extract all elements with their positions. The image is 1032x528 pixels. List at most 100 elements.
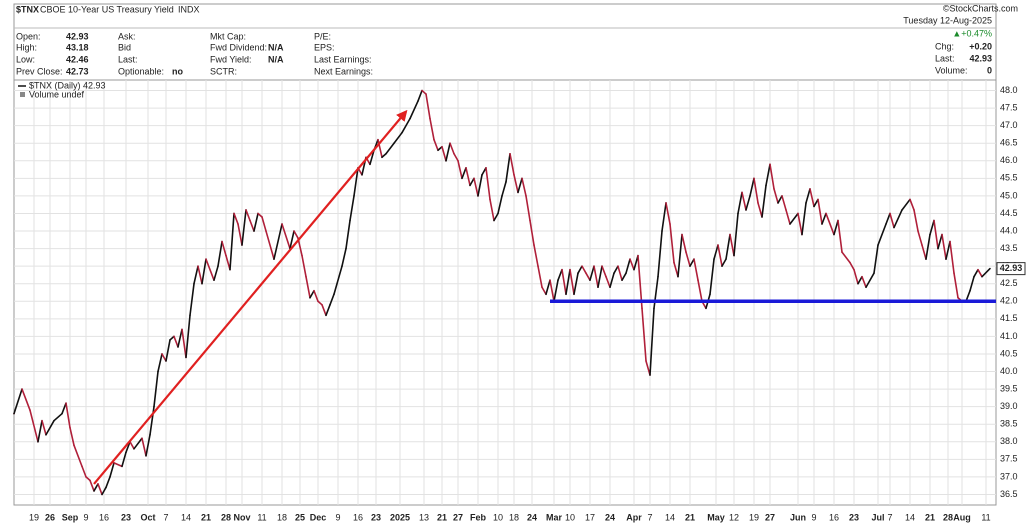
x-tick-label: 18 <box>509 512 519 522</box>
x-tick-label: 17 <box>585 512 595 522</box>
x-tick-label: 7 <box>887 512 892 522</box>
line-segment <box>309 289 315 299</box>
field-value: 43.18 <box>66 42 89 52</box>
line-segment <box>821 212 827 225</box>
line-segment <box>489 198 495 222</box>
line-segment <box>725 233 731 260</box>
line-segment <box>493 212 499 222</box>
line-segment <box>81 465 87 478</box>
line-segment <box>637 254 643 310</box>
line-segment <box>505 152 511 183</box>
line-segment <box>229 212 235 271</box>
line-segment <box>121 451 127 468</box>
line-segment <box>981 267 991 278</box>
line-segment <box>13 388 23 415</box>
line-segment <box>393 131 403 145</box>
line-segment <box>417 89 423 102</box>
field-label: Fwd Yield: <box>210 54 252 64</box>
line-segment <box>313 289 319 303</box>
line-segment <box>457 159 463 180</box>
line-segment <box>329 293 335 306</box>
legend-entry: Volume undef <box>29 89 85 99</box>
x-tick-label: 16 <box>829 512 839 522</box>
y-tick-label: 41.0 <box>1000 331 1018 341</box>
x-tick-label: 13 <box>419 512 429 522</box>
y-tick-label: 46.0 <box>1000 155 1018 165</box>
y-tick-label: 42.5 <box>1000 278 1018 288</box>
line-segment <box>941 233 947 260</box>
line-segment <box>125 440 131 454</box>
line-segment <box>205 258 215 282</box>
line-segment <box>381 152 387 159</box>
field-value: N/A <box>268 54 284 64</box>
x-tick-label: Mar <box>546 512 563 522</box>
line-segment <box>261 216 267 232</box>
line-segment <box>385 142 395 155</box>
y-tick-label: 39.0 <box>1000 401 1018 411</box>
line-segment <box>305 275 311 299</box>
line-segment <box>257 212 263 218</box>
line-segment <box>909 198 915 211</box>
line-segment <box>321 303 327 317</box>
line-segment <box>641 307 647 362</box>
x-tick-label: 12 <box>729 512 739 522</box>
line-segment <box>465 167 471 187</box>
security-name: CBOE 10-Year US Treasury Yield <box>40 4 174 14</box>
x-tick-label: Aug <box>953 512 971 522</box>
line-segment <box>317 300 323 306</box>
line-segment <box>953 272 959 299</box>
x-tick-label: 11 <box>981 512 990 522</box>
line-segment <box>873 244 879 274</box>
line-segment <box>661 202 667 232</box>
y-tick-label: 38.0 <box>1000 436 1018 446</box>
line-segment <box>917 230 923 246</box>
field-label: Prev Close: <box>16 66 63 76</box>
line-segment <box>293 230 299 239</box>
line-segment <box>757 202 763 218</box>
line-segment <box>197 265 203 285</box>
line-segment <box>809 188 815 208</box>
line-segment <box>617 265 623 282</box>
line-segment <box>173 335 179 348</box>
line-segment <box>849 261 855 271</box>
line-segment <box>597 265 603 289</box>
line-segment <box>325 303 331 317</box>
x-tick-label: 19 <box>29 512 39 522</box>
line-segment <box>613 265 619 274</box>
line-segment <box>645 360 651 376</box>
x-tick-label: 23 <box>849 512 859 522</box>
x-tick-label: 14 <box>665 512 675 522</box>
line-segment <box>545 279 551 296</box>
line-segment <box>541 286 547 296</box>
frame <box>13 3 997 506</box>
stat-value: +0.20 <box>969 41 992 51</box>
line-segment <box>253 212 259 232</box>
line-segment <box>501 181 507 197</box>
legend-swatch <box>20 92 25 97</box>
x-tick-label: 25 <box>295 512 305 522</box>
line-segment <box>573 272 579 296</box>
line-segment <box>805 188 811 204</box>
field-label: Ask: <box>118 31 136 41</box>
line-segment <box>865 272 875 289</box>
line-segment <box>937 233 943 250</box>
line-segment <box>925 233 931 260</box>
field-label: Low: <box>16 54 35 64</box>
y-tick-label: 44.0 <box>1000 225 1018 235</box>
line-segment <box>773 188 779 204</box>
line-segment <box>445 142 451 162</box>
line-segment <box>53 412 63 422</box>
line-segment <box>301 254 307 278</box>
line-segment <box>837 219 843 253</box>
x-tick-label: 21 <box>925 512 935 522</box>
line-segment <box>169 335 175 341</box>
field-label: Open: <box>16 31 41 41</box>
symbol: $TNX <box>16 4 39 14</box>
line-segment <box>69 426 75 447</box>
line-segment <box>201 258 207 285</box>
line-segment <box>221 240 227 257</box>
line-segment <box>593 265 599 289</box>
line-segment <box>781 195 787 211</box>
x-tick-label: 26 <box>45 512 55 522</box>
line-segment <box>609 272 615 289</box>
